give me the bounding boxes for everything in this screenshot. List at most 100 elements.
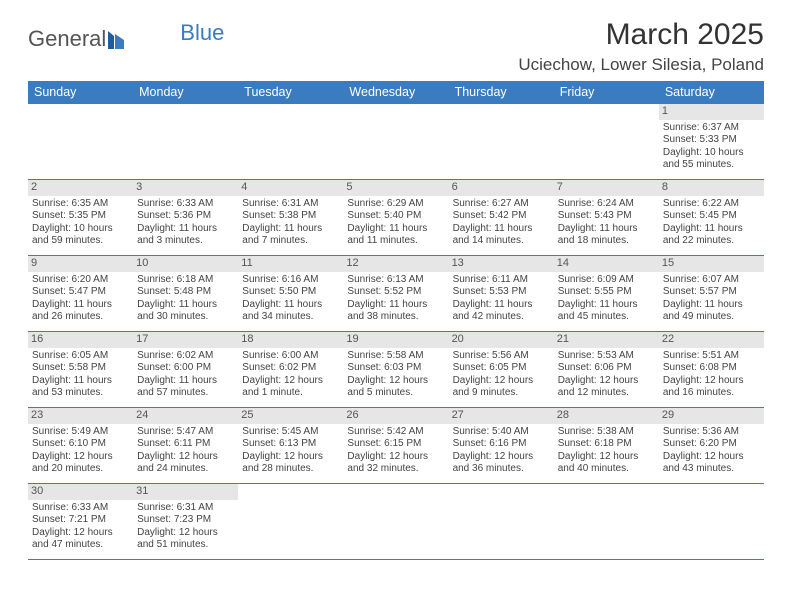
cell-daylight1: Daylight: 11 hours [347,223,444,236]
calendar-day-cell: 10Sunrise: 6:18 AMSunset: 5:48 PMDayligh… [133,256,238,332]
cell-sunset: Sunset: 5:45 PM [663,210,760,223]
cell-daylight2: and 16 minutes. [663,387,760,400]
cell-daylight2: and 57 minutes. [137,387,234,400]
cell-daylight2: and 30 minutes. [137,311,234,324]
calendar-day-cell: 3Sunrise: 6:33 AMSunset: 5:36 PMDaylight… [133,180,238,256]
calendar-day-cell: 27Sunrise: 5:40 AMSunset: 6:16 PMDayligh… [449,408,554,484]
cell-daylight1: Daylight: 11 hours [347,299,444,312]
title-block: March 2025 Uciechow, Lower Silesia, Pola… [518,18,764,75]
calendar-day-cell: 25Sunrise: 5:45 AMSunset: 6:13 PMDayligh… [238,408,343,484]
month-title: March 2025 [518,18,764,52]
cell-daylight1: Daylight: 12 hours [453,375,550,388]
day-number: 16 [28,332,133,348]
weekday-header: Sunday [28,81,133,104]
day-number: 7 [554,180,659,196]
calendar-day-cell [28,104,133,180]
calendar-week-row: 23Sunrise: 5:49 AMSunset: 6:10 PMDayligh… [28,408,764,484]
cell-daylight2: and 42 minutes. [453,311,550,324]
cell-sunset: Sunset: 6:18 PM [558,438,655,451]
cell-daylight1: Daylight: 10 hours [663,147,760,160]
cell-daylight1: Daylight: 11 hours [558,299,655,312]
cell-sunset: Sunset: 6:05 PM [453,362,550,375]
cell-sunset: Sunset: 5:35 PM [32,210,129,223]
weekday-header: Tuesday [238,81,343,104]
cell-daylight2: and 51 minutes. [137,539,234,552]
cell-sunrise: Sunrise: 5:58 AM [347,350,444,363]
day-number: 17 [133,332,238,348]
cell-sunrise: Sunrise: 6:02 AM [137,350,234,363]
cell-sunset: Sunset: 5:52 PM [347,286,444,299]
cell-daylight1: Daylight: 11 hours [242,299,339,312]
calendar-day-cell: 4Sunrise: 6:31 AMSunset: 5:38 PMDaylight… [238,180,343,256]
weekday-header: Monday [133,81,238,104]
cell-daylight2: and 11 minutes. [347,235,444,248]
cell-sunset: Sunset: 5:36 PM [137,210,234,223]
cell-sunrise: Sunrise: 5:36 AM [663,426,760,439]
cell-daylight2: and 9 minutes. [453,387,550,400]
cell-sunrise: Sunrise: 6:33 AM [32,502,129,515]
cell-daylight1: Daylight: 12 hours [558,375,655,388]
calendar-day-cell [449,484,554,560]
calendar-table: Sunday Monday Tuesday Wednesday Thursday… [28,81,764,560]
calendar-day-cell: 7Sunrise: 6:24 AMSunset: 5:43 PMDaylight… [554,180,659,256]
cell-sunrise: Sunrise: 5:51 AM [663,350,760,363]
cell-daylight1: Daylight: 11 hours [32,299,129,312]
day-number: 4 [238,180,343,196]
cell-sunrise: Sunrise: 5:45 AM [242,426,339,439]
day-number: 28 [554,408,659,424]
cell-daylight2: and 7 minutes. [242,235,339,248]
cell-daylight1: Daylight: 11 hours [453,299,550,312]
cell-daylight1: Daylight: 11 hours [663,223,760,236]
cell-daylight2: and 36 minutes. [453,463,550,476]
calendar-body: 1Sunrise: 6:37 AMSunset: 5:33 PMDaylight… [28,104,764,560]
cell-sunrise: Sunrise: 6:07 AM [663,274,760,287]
cell-sunrise: Sunrise: 6:31 AM [137,502,234,515]
day-number: 24 [133,408,238,424]
calendar-day-cell: 1Sunrise: 6:37 AMSunset: 5:33 PMDaylight… [659,104,764,180]
calendar-day-cell: 22 Sunrise: 5:51 AMSunset: 6:08 PMDayligh… [659,332,764,408]
calendar-day-cell: 30Sunrise: 6:33 AMSunset: 7:21 PMDayligh… [28,484,133,560]
cell-sunset: Sunset: 6:11 PM [137,438,234,451]
day-number: 22 [659,332,764,348]
day-number: 18 [238,332,343,348]
cell-sunset: Sunset: 6:20 PM [663,438,760,451]
cell-sunrise: Sunrise: 6:24 AM [558,198,655,211]
cell-daylight1: Daylight: 12 hours [242,451,339,464]
cell-daylight1: Daylight: 11 hours [32,375,129,388]
cell-sunrise: Sunrise: 5:56 AM [453,350,550,363]
cell-daylight1: Daylight: 12 hours [663,451,760,464]
day-number: 27 [449,408,554,424]
day-number: 8 [659,180,764,196]
calendar-day-cell: 2Sunrise: 6:35 AMSunset: 5:35 PMDaylight… [28,180,133,256]
cell-sunset: Sunset: 5:43 PM [558,210,655,223]
calendar-day-cell: 20Sunrise: 5:56 AMSunset: 6:05 PMDayligh… [449,332,554,408]
weekday-header: Saturday [659,81,764,104]
cell-sunset: Sunset: 6:15 PM [347,438,444,451]
day-number: 11 [238,256,343,272]
cell-sunrise: Sunrise: 6:11 AM [453,274,550,287]
calendar-week-row: 2Sunrise: 6:35 AMSunset: 5:35 PMDaylight… [28,180,764,256]
calendar-day-cell: 13Sunrise: 6:11 AMSunset: 5:53 PMDayligh… [449,256,554,332]
cell-daylight2: and 28 minutes. [242,463,339,476]
cell-daylight2: and 22 minutes. [663,235,760,248]
cell-daylight1: Daylight: 12 hours [663,375,760,388]
cell-sunset: Sunset: 6:02 PM [242,362,339,375]
cell-daylight2: and 53 minutes. [32,387,129,400]
cell-daylight2: and 26 minutes. [32,311,129,324]
cell-sunset: Sunset: 5:50 PM [242,286,339,299]
cell-daylight2: and 24 minutes. [137,463,234,476]
cell-sunrise: Sunrise: 6:33 AM [137,198,234,211]
calendar-day-cell: 23Sunrise: 5:49 AMSunset: 6:10 PMDayligh… [28,408,133,484]
cell-daylight1: Daylight: 11 hours [453,223,550,236]
calendar-week-row: 1Sunrise: 6:37 AMSunset: 5:33 PMDaylight… [28,104,764,180]
cell-sunrise: Sunrise: 6:27 AM [453,198,550,211]
cell-daylight2: and 34 minutes. [242,311,339,324]
calendar-day-cell [238,484,343,560]
cell-sunset: Sunset: 6:08 PM [663,362,760,375]
calendar-day-cell: 17Sunrise: 6:02 AMSunset: 6:00 PMDayligh… [133,332,238,408]
day-number: 3 [133,180,238,196]
day-number: 19 [343,332,448,348]
cell-sunrise: Sunrise: 5:42 AM [347,426,444,439]
calendar-day-cell: 19Sunrise: 5:58 AMSunset: 6:03 PMDayligh… [343,332,448,408]
cell-daylight2: and 3 minutes. [137,235,234,248]
